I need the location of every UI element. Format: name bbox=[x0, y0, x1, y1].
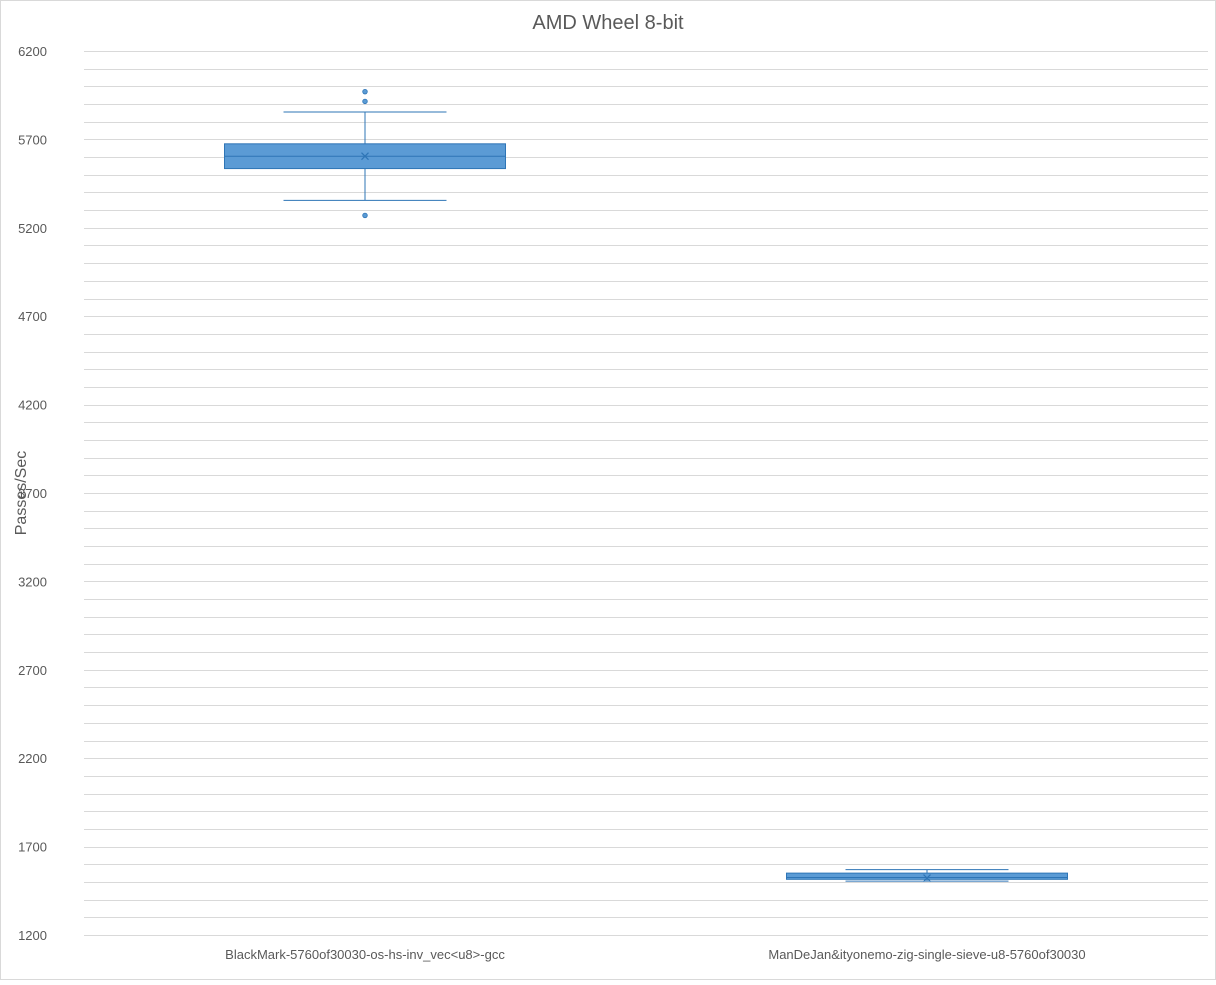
outlier-point bbox=[362, 98, 368, 105]
y-tick-label: 2700 bbox=[18, 663, 47, 678]
y-tick-label: 5200 bbox=[18, 221, 47, 236]
box-body bbox=[786, 872, 1068, 880]
y-tick-label: 3200 bbox=[18, 574, 47, 589]
y-axis-ticks: 1200 1700 2200 2700 3200 3700 4200 4700 5200 5700… bbox=[18, 44, 47, 943]
mean-marker bbox=[361, 152, 369, 161]
box-2 bbox=[786, 869, 1068, 882]
gridlines bbox=[84, 51, 1208, 936]
y-tick-label: 2200 bbox=[18, 751, 47, 766]
x-axis-ticks: BlackMark-5760of30030-os-hs-inv_vec<u8>-… bbox=[225, 947, 1085, 962]
y-tick-label: 5700 bbox=[18, 132, 47, 147]
y-tick-label: 4200 bbox=[18, 398, 47, 413]
boxes bbox=[224, 88, 1068, 882]
y-tick-label: 1700 bbox=[18, 840, 47, 855]
y-tick-label: 1200 bbox=[18, 928, 47, 943]
chart-title: AMD Wheel 8-bit bbox=[532, 12, 684, 34]
x-tick-label: ManDeJan&ityonemo-zig-single-sieve-u8-57… bbox=[768, 947, 1085, 962]
outlier-point bbox=[362, 88, 368, 95]
outlier-point bbox=[362, 212, 368, 219]
mean-marker bbox=[923, 874, 931, 882]
y-axis-title: Passes/Sec bbox=[13, 451, 30, 535]
y-tick-label: 4700 bbox=[18, 309, 47, 324]
y-tick-label: 6200 bbox=[18, 44, 47, 59]
x-tick-label: BlackMark-5760of30030-os-hs-inv_vec<u8>-… bbox=[225, 947, 505, 962]
box-1 bbox=[224, 88, 506, 219]
y-tick-label: 3700 bbox=[18, 486, 47, 501]
